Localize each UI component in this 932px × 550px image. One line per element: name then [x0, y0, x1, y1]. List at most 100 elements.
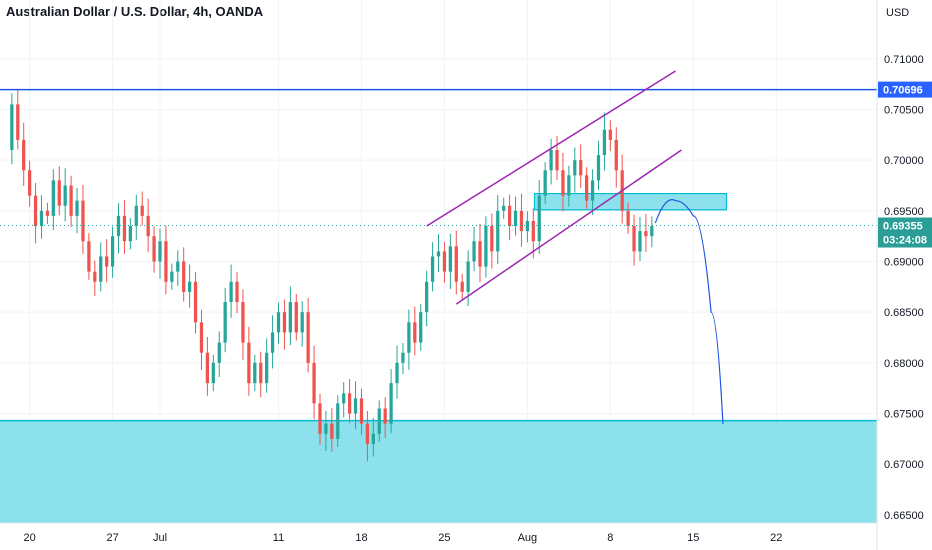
x-tick-label: 22 — [770, 532, 782, 544]
candle-body — [336, 403, 340, 439]
candle-body — [650, 226, 654, 237]
candle-body — [170, 271, 174, 282]
candle-body — [531, 220, 535, 242]
candle-body — [176, 261, 180, 272]
candle-body — [229, 281, 233, 303]
candle-body — [16, 104, 20, 140]
y-tick-label: 0.70500 — [884, 104, 924, 116]
candle-body — [555, 150, 559, 171]
candle-body — [425, 281, 429, 313]
candle-body — [579, 160, 583, 176]
candle-body — [99, 256, 103, 282]
candle-body — [128, 226, 132, 242]
y-tick-label: 0.67500 — [884, 409, 924, 421]
x-tick-label: Jul — [153, 532, 167, 544]
channel-upper-line — [426, 70, 676, 227]
overlays — [0, 70, 877, 424]
candle-body — [81, 200, 85, 242]
price-badge-value: 0.69355 — [883, 221, 923, 233]
candle-body — [371, 433, 375, 444]
candle-body — [347, 393, 352, 414]
y-tick-label: 0.67000 — [884, 459, 924, 471]
candle-body — [27, 170, 32, 196]
candle-body — [389, 383, 393, 424]
candle-body — [116, 215, 121, 237]
y-tick-label: 0.71000 — [884, 54, 924, 66]
candle-body — [602, 129, 607, 156]
resistance-badge-value: 0.70696 — [883, 85, 923, 97]
candle-body — [573, 160, 577, 176]
candle-body — [519, 210, 524, 232]
candle-body — [93, 271, 97, 282]
candle-body — [217, 342, 221, 363]
resistance-badge — [878, 81, 932, 98]
candle-body — [401, 352, 405, 363]
channel-lower-line — [455, 149, 682, 305]
candle-body — [312, 362, 316, 404]
candle-body — [134, 205, 138, 227]
demand-zone — [0, 420, 877, 523]
candle-body — [436, 251, 441, 257]
candle-body — [33, 195, 38, 227]
projection-curve — [654, 199, 724, 424]
candle-body — [342, 393, 346, 404]
candle-body — [496, 210, 500, 252]
candle-body — [270, 332, 275, 353]
y-tick-label: 0.68500 — [884, 307, 924, 319]
candle-body — [419, 312, 423, 343]
candle-body — [513, 210, 518, 227]
candle-body — [110, 236, 115, 267]
candle-body — [146, 215, 150, 237]
candle-body — [140, 205, 144, 216]
candle-body — [69, 185, 73, 216]
candle-body — [259, 362, 263, 384]
candle-body — [460, 281, 464, 292]
candle-body — [330, 423, 334, 439]
candle-body — [235, 281, 239, 303]
y-tick-label: 0.70000 — [884, 155, 924, 167]
candle-body — [507, 205, 512, 227]
candle-body — [395, 362, 399, 384]
candle-body — [318, 403, 322, 434]
candle-body — [22, 139, 26, 171]
candle-body — [359, 398, 364, 424]
candle-body — [490, 226, 494, 252]
y-tick-label: 0.69000 — [884, 257, 924, 269]
candle-body — [276, 312, 281, 333]
candle-body — [454, 246, 458, 282]
candle-body — [241, 302, 245, 343]
candle-body — [407, 322, 411, 353]
candle-body — [182, 261, 186, 292]
candle-body — [205, 352, 210, 384]
candle-body — [614, 139, 618, 171]
candle-body — [158, 241, 162, 262]
candle-body — [561, 170, 565, 196]
chart-title: Australian Dollar / U.S. Dollar, 4h, OAN… — [6, 4, 264, 19]
candle-body — [288, 302, 292, 333]
x-tick-label: 18 — [355, 532, 367, 544]
candle-body — [644, 231, 648, 237]
candle-body — [632, 226, 636, 252]
candle-body — [10, 104, 14, 151]
candle-body — [247, 342, 251, 384]
candle-body — [590, 180, 595, 201]
x-tick-label: 8 — [607, 532, 613, 544]
candle-body — [377, 408, 381, 434]
zones — [0, 192, 877, 523]
candle-body — [122, 215, 127, 242]
candle-body — [152, 236, 156, 262]
candle-body — [537, 195, 541, 242]
y-tick-label: 0.69500 — [884, 206, 924, 218]
candle-body — [300, 312, 304, 333]
candle-body — [265, 352, 269, 384]
candle-body — [567, 175, 571, 196]
candle-body — [502, 205, 506, 211]
x-tick-label: 15 — [687, 532, 699, 544]
x-tick-label: 27 — [106, 532, 118, 544]
x-tick-label: 20 — [24, 532, 36, 544]
candle-body — [45, 210, 50, 216]
candle-body — [472, 241, 476, 262]
candle-body — [51, 180, 55, 216]
candle-body — [187, 281, 192, 292]
